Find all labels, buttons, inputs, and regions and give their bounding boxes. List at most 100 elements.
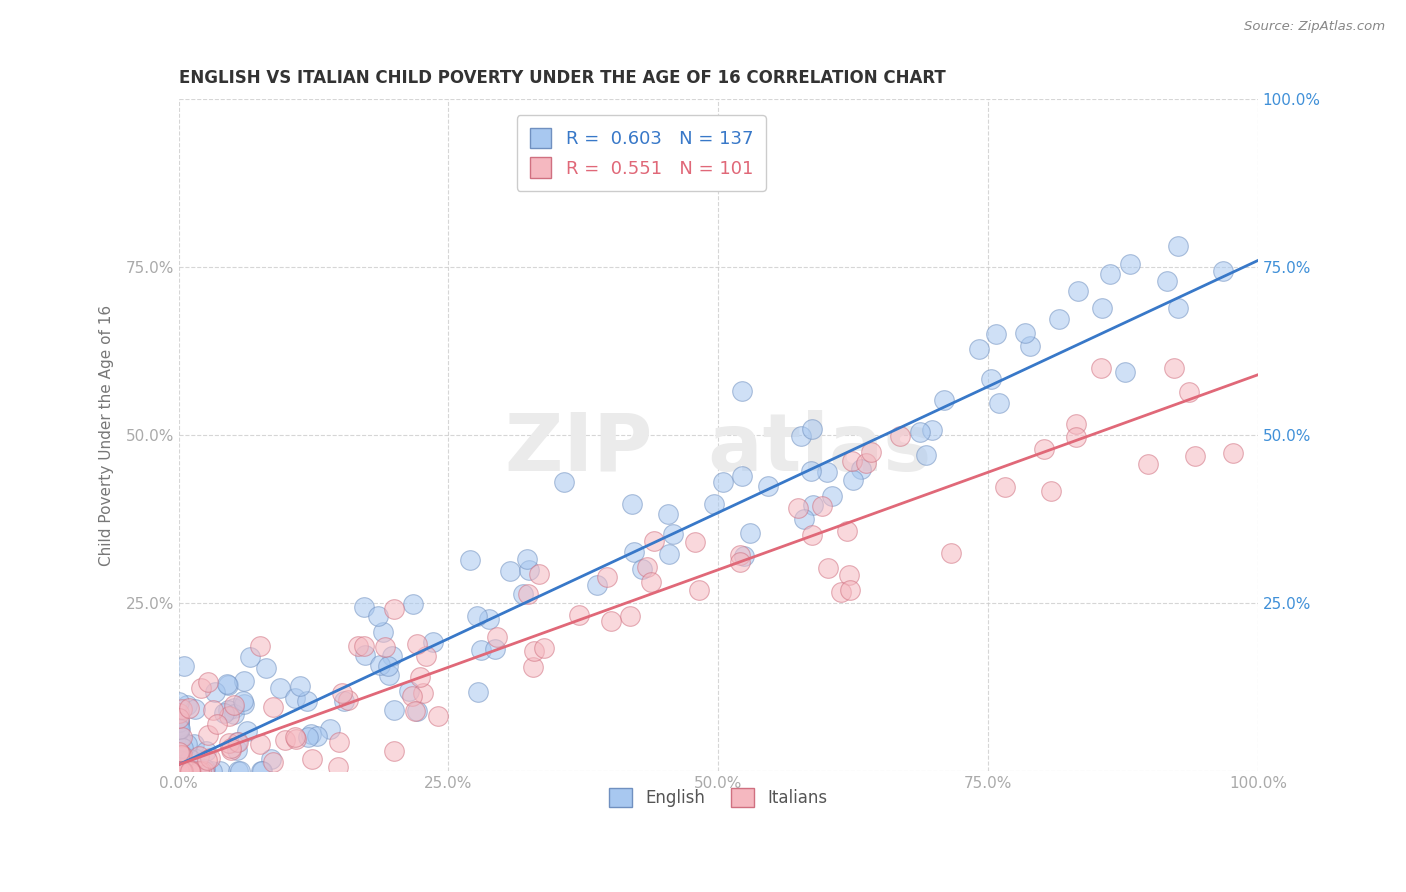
Point [619, 609, 641, 624]
Point [235, 724, 257, 739]
Point [170, 749, 193, 764]
Point [405, 637, 427, 651]
Point [600, 614, 623, 628]
Point [167, 723, 190, 737]
Point [381, 648, 404, 663]
Point [1167, 301, 1189, 315]
Point [1114, 365, 1136, 379]
Point [239, 649, 262, 664]
Point [939, 546, 962, 560]
Point [207, 716, 229, 731]
Point [173, 764, 195, 779]
Point [169, 764, 191, 779]
Point [232, 673, 254, 688]
Point [167, 715, 190, 730]
Point [1212, 264, 1234, 278]
Point [415, 648, 437, 663]
Point [703, 497, 725, 511]
Point [382, 602, 405, 616]
Point [910, 425, 932, 439]
Point [470, 643, 492, 657]
Point [184, 764, 207, 779]
Point [786, 501, 808, 516]
Point [402, 597, 425, 611]
Point [193, 764, 215, 779]
Point [167, 715, 190, 730]
Point [382, 744, 405, 758]
Point [217, 677, 239, 691]
Point [180, 764, 202, 779]
Point [662, 527, 685, 541]
Point [218, 736, 240, 750]
Point [1156, 274, 1178, 288]
Point [914, 448, 936, 462]
Point [643, 533, 665, 548]
Point [353, 600, 375, 615]
Point [212, 706, 235, 720]
Point [1064, 417, 1087, 431]
Point [838, 583, 860, 598]
Point [170, 730, 193, 744]
Point [328, 734, 350, 748]
Point [177, 764, 200, 779]
Point [568, 608, 591, 623]
Point [173, 764, 195, 779]
Point [522, 660, 544, 674]
Point [516, 551, 538, 566]
Point [262, 755, 284, 769]
Point [176, 698, 198, 713]
Point [250, 764, 273, 779]
Point [835, 524, 858, 538]
Point [842, 473, 865, 487]
Point [194, 744, 217, 758]
Point [409, 670, 432, 684]
Point [301, 752, 323, 766]
Point [183, 737, 205, 751]
Point [801, 499, 824, 513]
Point [967, 342, 990, 356]
Point [197, 728, 219, 742]
Point [232, 698, 254, 712]
Point [167, 695, 190, 709]
Point [229, 764, 252, 779]
Point [373, 624, 395, 639]
Point [1119, 257, 1142, 271]
Point [756, 479, 779, 493]
Point [169, 764, 191, 779]
Point [585, 578, 607, 592]
Point [368, 658, 391, 673]
Point [249, 639, 271, 653]
Point [307, 729, 329, 743]
Point [523, 644, 546, 658]
Point [921, 423, 943, 437]
Point [190, 764, 212, 779]
Point [186, 764, 208, 779]
Point [422, 635, 444, 649]
Point [377, 659, 399, 673]
Point [297, 694, 319, 708]
Point [183, 702, 205, 716]
Point [980, 371, 1002, 385]
Point [1090, 361, 1112, 376]
Point [1067, 284, 1090, 298]
Point [232, 694, 254, 708]
Point [218, 678, 240, 692]
Point [596, 569, 619, 583]
Point [793, 512, 815, 526]
Point [193, 764, 215, 779]
Point [406, 704, 429, 718]
Point [330, 686, 353, 700]
Point [841, 453, 863, 467]
Point [222, 701, 245, 715]
Point [202, 703, 225, 717]
Point [353, 639, 375, 653]
Point [328, 760, 350, 774]
Point [728, 548, 751, 562]
Point [398, 684, 420, 698]
Point [187, 764, 209, 779]
Point [412, 686, 434, 700]
Point [733, 549, 755, 563]
Point [274, 733, 297, 747]
Point [173, 756, 195, 771]
Point [167, 764, 190, 779]
